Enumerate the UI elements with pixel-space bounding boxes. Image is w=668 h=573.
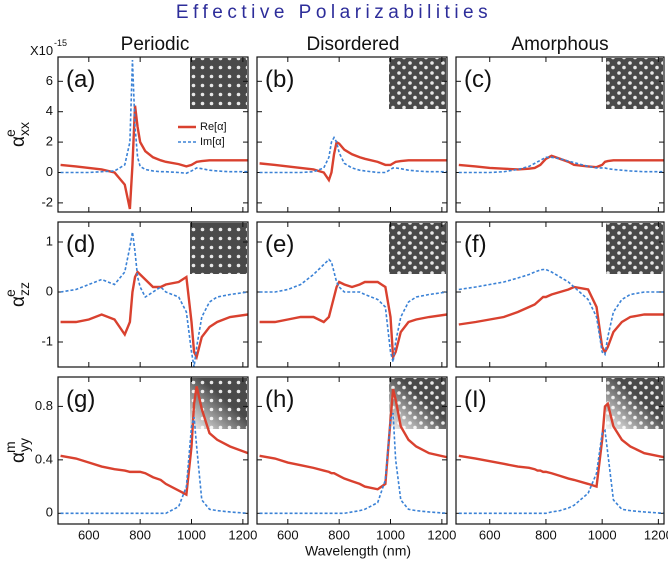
series-line bbox=[60, 105, 248, 210]
ylabel-sup: e bbox=[2, 129, 18, 137]
series-line bbox=[458, 401, 664, 489]
ylabel-sub: yy bbox=[16, 438, 32, 452]
column-title: Amorphous bbox=[511, 34, 608, 55]
plot-frame bbox=[57, 376, 249, 525]
series-line bbox=[259, 280, 447, 362]
panel-label: (c) bbox=[464, 66, 492, 93]
inset-fade bbox=[190, 378, 247, 429]
series-line bbox=[259, 258, 447, 363]
inset-image bbox=[190, 223, 247, 274]
panel: -1 0 1 (d) αzze bbox=[2, 221, 249, 368]
y-axis-label: αzze bbox=[2, 282, 32, 307]
panel: -2 0 2 4 6 (a) αxxe X10 -15 Re[α] Im[α] bbox=[2, 38, 249, 213]
panel: (b) bbox=[256, 56, 448, 213]
plot-frame bbox=[256, 221, 448, 368]
y-tick-label: 6 bbox=[46, 73, 53, 88]
x-tick-label: 1200 bbox=[427, 527, 456, 542]
y-tick-label: 1 bbox=[46, 233, 53, 248]
plot-frame bbox=[455, 376, 665, 525]
ylabel-sub: zz bbox=[16, 282, 32, 296]
inset-image bbox=[389, 223, 446, 274]
series-line bbox=[60, 231, 248, 367]
panel: (e) bbox=[256, 221, 448, 368]
column-title: Disordered bbox=[307, 34, 400, 55]
series-line bbox=[60, 416, 248, 515]
legend-label: Im[α] bbox=[200, 136, 225, 148]
ylabel-base: α bbox=[8, 452, 29, 463]
ylabel-sub: xx bbox=[16, 122, 32, 136]
ylabel-sup: m bbox=[2, 441, 18, 453]
panel: 600 800 1000 1200 (I) bbox=[455, 376, 668, 542]
series-line bbox=[259, 388, 447, 491]
plot-frame bbox=[57, 56, 249, 213]
series-line bbox=[458, 285, 664, 355]
figure-title: Effective Polarizabilities bbox=[176, 2, 492, 23]
y-tick-label: -1 bbox=[41, 333, 53, 348]
x-tick-label: 1200 bbox=[644, 527, 668, 542]
y-tick-label: 0 bbox=[46, 283, 53, 298]
x-tick-label: 800 bbox=[328, 527, 350, 542]
inset-fade bbox=[606, 378, 663, 429]
x-tick-label: 600 bbox=[479, 527, 501, 542]
y-tick-label: 4 bbox=[46, 103, 53, 118]
series-line bbox=[458, 428, 664, 515]
inset-image bbox=[389, 58, 446, 109]
panel: (c) bbox=[455, 56, 665, 213]
series-line bbox=[458, 154, 664, 171]
plot-frame bbox=[455, 56, 665, 213]
panel-label: (I) bbox=[464, 386, 487, 413]
y-tick-label: 0.8 bbox=[35, 398, 53, 413]
series-line bbox=[60, 60, 248, 175]
panel-label: (e) bbox=[265, 231, 294, 258]
series-line bbox=[259, 412, 447, 515]
x-tick-label: 600 bbox=[277, 527, 299, 542]
plot-frame bbox=[256, 56, 448, 213]
y-tick-label: 0 bbox=[46, 164, 53, 179]
panel-label: (f) bbox=[464, 231, 487, 258]
scale-exponent: -15 bbox=[54, 38, 67, 48]
y-tick-label: 0 bbox=[46, 505, 53, 520]
y-axis-label: αxxe bbox=[2, 122, 32, 147]
x-tick-label: 800 bbox=[535, 527, 557, 542]
panel: 600 800 1000 1200 0 0.4 0.8 (g) αyym bbox=[2, 376, 257, 542]
x-axis-label: Wavelength (nm) bbox=[305, 543, 411, 559]
plot-frame bbox=[57, 221, 249, 368]
panel-label: (d) bbox=[66, 231, 95, 258]
panel-label: (a) bbox=[66, 66, 95, 93]
panel-label: (b) bbox=[265, 66, 294, 93]
x-tick-label: 1200 bbox=[228, 527, 257, 542]
series-line bbox=[60, 386, 248, 497]
x-tick-label: 600 bbox=[78, 527, 100, 542]
y-tick-label: -2 bbox=[41, 194, 53, 209]
x-tick-label: 1000 bbox=[177, 527, 206, 542]
y-tick-label: 2 bbox=[46, 134, 53, 149]
series-line bbox=[60, 270, 248, 361]
panel-label: (g) bbox=[66, 386, 95, 413]
column-title: Periodic bbox=[121, 34, 190, 55]
ylabel-sup: e bbox=[2, 289, 18, 297]
plot-frame bbox=[256, 376, 448, 525]
ylabel-base: α bbox=[8, 136, 29, 147]
panel: (f) bbox=[455, 221, 665, 368]
y-tick-label: 0.4 bbox=[35, 451, 53, 466]
y-axis-label: αyym bbox=[2, 438, 32, 463]
panel: 600 800 1000 1200 (h) bbox=[256, 376, 456, 542]
inset-image bbox=[190, 58, 247, 109]
x-tick-label: 1000 bbox=[588, 527, 617, 542]
scale-label: X10 bbox=[30, 43, 53, 58]
inset-image bbox=[606, 223, 663, 274]
inset-image bbox=[606, 58, 663, 109]
legend-label: Re[α] bbox=[200, 121, 227, 133]
x-tick-label: 1000 bbox=[376, 527, 405, 542]
plot-frame bbox=[455, 221, 665, 368]
x-tick-label: 800 bbox=[129, 527, 151, 542]
series-line bbox=[458, 268, 664, 357]
ylabel-base: α bbox=[8, 296, 29, 307]
series-line bbox=[259, 140, 447, 183]
panel-label: (h) bbox=[265, 386, 294, 413]
